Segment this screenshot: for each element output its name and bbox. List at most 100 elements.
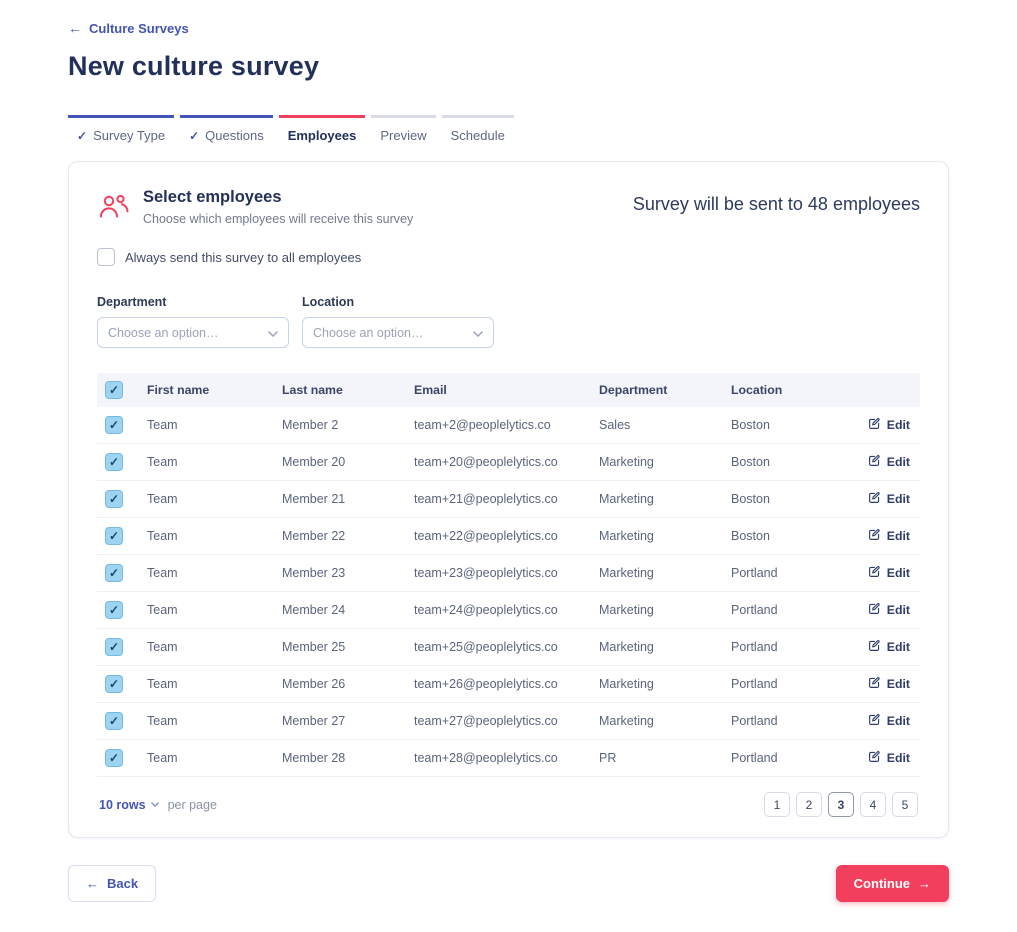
tab-schedule[interactable]: Schedule (441, 115, 514, 147)
cell-last-name: Member 23 (272, 554, 404, 592)
department-select-value: Choose an option… (108, 325, 219, 340)
edit-label: Edit (886, 714, 910, 728)
cell-location: Portland (721, 665, 851, 703)
edit-label: Edit (886, 566, 910, 580)
edit-row-link[interactable]: Edit (868, 454, 910, 470)
cell-department: Marketing (589, 517, 721, 555)
cell-first-name: Team (137, 443, 272, 481)
edit-row-link[interactable]: Edit (868, 676, 910, 692)
edit-icon (868, 417, 881, 433)
employee-table: ✓ First name Last name Email Department … (97, 373, 920, 777)
tab-label: Questions (205, 128, 264, 143)
back-arrow-icon: ← (68, 20, 82, 36)
cell-last-name: Member 21 (272, 480, 404, 518)
back-arrow-icon: ← (86, 876, 99, 891)
edit-row-link[interactable]: Edit (868, 528, 910, 544)
cell-location: Portland (721, 554, 851, 592)
cell-last-name: Member 27 (272, 702, 404, 740)
cell-location: Boston (721, 443, 851, 481)
chevron-down-icon (473, 324, 483, 342)
back-button[interactable]: ← Back (68, 865, 157, 902)
row-checkbox[interactable]: ✓ (105, 527, 123, 545)
cell-location: Portland (721, 628, 851, 666)
cell-location: Boston (721, 407, 851, 444)
cell-email: team+24@peoplelytics.co (404, 591, 589, 629)
edit-icon (868, 528, 881, 544)
cell-first-name: Team (137, 517, 272, 555)
employee-table-body: ✓ Team Member 2 team+2@peoplelytics.co Sales… (97, 407, 920, 777)
cell-location: Boston (721, 517, 851, 555)
edit-row-link[interactable]: Edit (868, 750, 910, 766)
page-button-3[interactable]: 3 (828, 792, 854, 817)
edit-row-link[interactable]: Edit (868, 491, 910, 507)
edit-row-link[interactable]: Edit (868, 639, 910, 655)
cell-first-name: Team (137, 702, 272, 740)
cell-email: team+20@peoplelytics.co (404, 443, 589, 481)
column-last-name: Last name (272, 373, 404, 407)
check-icon: ✓ (189, 128, 200, 143)
cell-first-name: Team (137, 407, 272, 444)
cell-email: team+2@peoplelytics.co (404, 407, 589, 444)
back-button-label: Back (107, 876, 139, 891)
edit-icon (868, 454, 881, 470)
row-checkbox[interactable]: ✓ (105, 712, 123, 730)
row-checkbox[interactable]: ✓ (105, 416, 123, 434)
edit-row-link[interactable]: Edit (868, 602, 910, 618)
tab-questions[interactable]: ✓ Questions (180, 115, 273, 147)
table-row: ✓ Team Member 2 team+2@peoplelytics.co Sales… (97, 407, 920, 444)
bottom-actions: ← Back Continue → (68, 865, 949, 902)
column-actions (851, 373, 920, 407)
rows-per-page-select[interactable]: 10 rows (99, 798, 159, 812)
department-select[interactable]: Choose an option… (97, 317, 289, 348)
cell-last-name: Member 22 (272, 517, 404, 555)
table-row: ✓ Team Member 25 team+25@peoplelytics.co Mar… (97, 628, 920, 666)
location-select-value: Choose an option… (313, 325, 424, 340)
edit-label: Edit (886, 603, 910, 617)
card-header: Select employees Choose which employees … (97, 188, 920, 226)
cell-email: team+21@peoplelytics.co (404, 480, 589, 518)
column-department: Department (589, 373, 721, 407)
row-checkbox[interactable]: ✓ (105, 453, 123, 471)
edit-row-link[interactable]: Edit (868, 565, 910, 581)
edit-label: Edit (886, 640, 910, 654)
row-checkbox[interactable]: ✓ (105, 749, 123, 767)
row-checkbox[interactable]: ✓ (105, 490, 123, 508)
cell-email: team+25@peoplelytics.co (404, 628, 589, 666)
row-checkbox[interactable]: ✓ (105, 601, 123, 619)
location-select[interactable]: Choose an option… (302, 317, 494, 348)
column-location: Location (721, 373, 851, 407)
cell-email: team+23@peoplelytics.co (404, 554, 589, 592)
row-checkbox[interactable]: ✓ (105, 638, 123, 656)
tab-employees[interactable]: Employees (278, 115, 366, 147)
row-checkbox[interactable]: ✓ (105, 675, 123, 693)
edit-row-link[interactable]: Edit (868, 417, 910, 433)
page-button-4[interactable]: 4 (860, 792, 886, 817)
row-checkbox[interactable]: ✓ (105, 564, 123, 582)
filters: Department Choose an option… Location Ch… (97, 295, 920, 348)
edit-label: Edit (886, 492, 910, 506)
send-all-checkbox[interactable] (97, 248, 115, 266)
tab-preview[interactable]: Preview (371, 115, 436, 147)
cell-location: Portland (721, 739, 851, 777)
cell-first-name: Team (137, 480, 272, 518)
select-all-checkbox[interactable]: ✓ (105, 381, 123, 399)
continue-button[interactable]: Continue → (835, 865, 949, 902)
send-all-row[interactable]: Always send this survey to all employees (97, 248, 361, 266)
table-row: ✓ Team Member 20 team+20@peoplelytics.co Mar… (97, 443, 920, 481)
tab-survey-type[interactable]: ✓ Survey Type (68, 115, 175, 147)
back-breadcrumb-label: Culture Surveys (89, 20, 189, 36)
page-button-1[interactable]: 1 (764, 792, 790, 817)
continue-button-label: Continue (853, 876, 910, 891)
edit-icon (868, 639, 881, 655)
back-breadcrumb-link[interactable]: ← Culture Surveys (68, 20, 189, 36)
page-button-5[interactable]: 5 (892, 792, 918, 817)
steps-tabs: ✓ Survey Type ✓ Questions Employees Preview Sc… (68, 115, 949, 147)
page-button-2[interactable]: 2 (796, 792, 822, 817)
cell-last-name: Member 24 (272, 591, 404, 629)
tab-label: Preview (380, 128, 427, 143)
tab-label: Schedule (450, 128, 505, 143)
cell-email: team+22@peoplelytics.co (404, 517, 589, 555)
edit-row-link[interactable]: Edit (868, 713, 910, 729)
department-filter: Department Choose an option… (97, 295, 289, 348)
